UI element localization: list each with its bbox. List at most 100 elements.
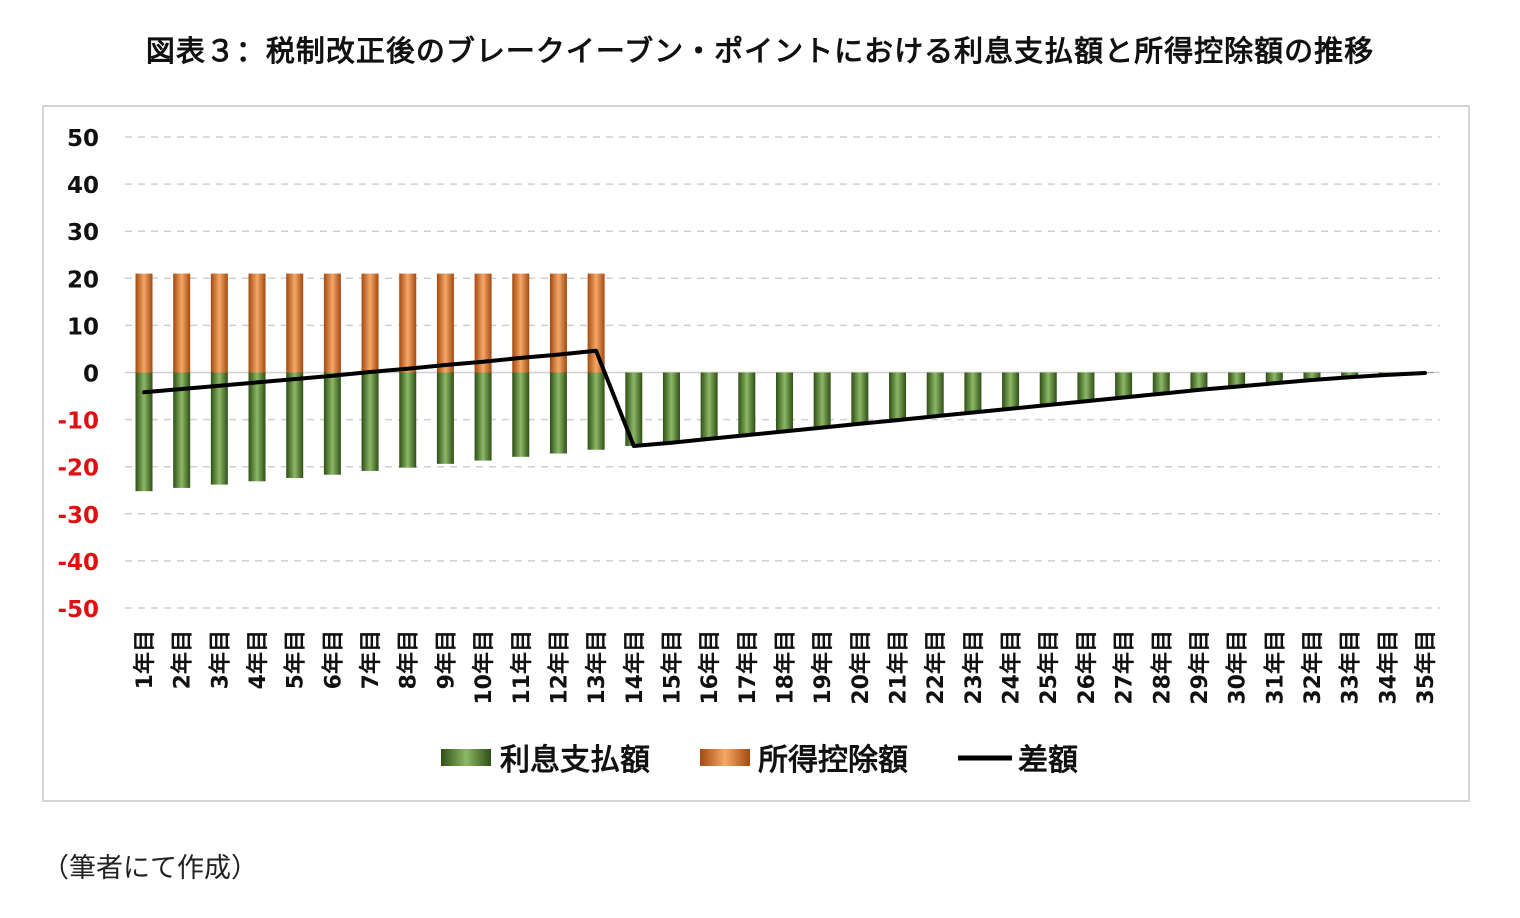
bar-interest — [135, 372, 153, 492]
bar-interest — [1190, 372, 1208, 390]
x-tick-label: 7年目 — [358, 630, 384, 689]
bar-interest — [1077, 372, 1095, 402]
x-tick-label: 9年目 — [433, 630, 459, 689]
y-tick-label: 40 — [67, 173, 99, 199]
bar-deduction — [512, 273, 530, 373]
y-tick-label: -40 — [57, 550, 99, 576]
bar-deduction — [474, 273, 492, 373]
bar-interest — [587, 372, 605, 450]
x-tick-label: 4年目 — [245, 630, 271, 689]
bar-deduction — [248, 273, 266, 373]
y-tick-label: -10 — [57, 409, 99, 435]
x-tick-label: 17年目 — [735, 630, 761, 705]
bar-interest — [549, 372, 567, 454]
bar-interest — [776, 372, 793, 432]
bar-deduction — [210, 273, 228, 373]
bar-interest — [1228, 372, 1246, 387]
y-tick-label: 20 — [67, 267, 99, 293]
legend-swatch-deduction — [700, 749, 750, 766]
bar-interest — [1303, 372, 1321, 381]
x-tick-label: 6年目 — [320, 630, 346, 689]
x-tick-label: 27年目 — [1112, 630, 1138, 705]
bar-interest — [474, 372, 492, 461]
x-tick-label: 13年目 — [584, 630, 610, 705]
y-tick-label: -20 — [57, 456, 99, 482]
y-tick-label: 30 — [67, 220, 99, 246]
x-tick-label: 18年目 — [773, 630, 799, 705]
x-tick-label: 24年目 — [999, 630, 1025, 705]
chart-frame — [42, 105, 1470, 802]
x-tick-label: 26年目 — [1074, 630, 1100, 705]
bar-deduction — [549, 273, 567, 373]
bar-interest — [964, 372, 982, 413]
y-tick-label: -50 — [57, 597, 99, 623]
x-tick-label: 32年目 — [1300, 630, 1326, 705]
bar-interest — [851, 372, 869, 424]
bar-interest — [436, 372, 454, 464]
bar-interest — [286, 372, 304, 479]
bar-deduction — [361, 273, 379, 373]
legend-swatch-interest — [441, 749, 491, 766]
bar-interest — [662, 372, 680, 443]
x-tick-label: 22年目 — [923, 630, 949, 705]
bar-interest — [813, 372, 831, 428]
x-tick-label: 23年目 — [961, 630, 987, 705]
x-tick-label: 20年目 — [848, 630, 874, 705]
x-tick-label: 31年目 — [1262, 630, 1288, 705]
bar-deduction — [135, 273, 153, 373]
bar-interest — [1265, 372, 1283, 384]
x-tick-label: 15年目 — [659, 630, 685, 705]
x-tick-label: 11年目 — [509, 630, 535, 705]
bar-interest — [1039, 372, 1057, 405]
x-tick-label: 33年目 — [1338, 630, 1364, 705]
x-tick-label: 2年目 — [170, 630, 196, 689]
x-tick-label: 35年目 — [1413, 630, 1439, 705]
bar-deduction — [286, 273, 304, 373]
bar-interest — [738, 372, 756, 436]
bar-interest — [1002, 372, 1020, 409]
bar-interest — [625, 372, 643, 446]
bar-deduction — [323, 273, 341, 373]
legend-label-interest: 利息支払額 — [500, 743, 650, 778]
x-tick-label: 21年目 — [886, 630, 912, 705]
bar-interest — [248, 372, 266, 482]
x-tick-label: 3年目 — [207, 630, 233, 689]
bar-interest — [1152, 372, 1170, 394]
bar-interest — [1115, 372, 1133, 398]
bar-deduction — [587, 273, 605, 373]
bar-interest — [700, 372, 718, 439]
chart-title: 図表３：税制改正後のブレークイーブン・ポイントにおける利息支払額と所得控除額の推… — [145, 34, 1375, 68]
x-tick-label: 10年目 — [471, 630, 497, 705]
line-difference — [142, 348, 1427, 448]
y-tick-label: 10 — [67, 314, 99, 340]
bar-interest — [173, 372, 191, 488]
bar-deduction — [399, 273, 417, 373]
y-tick-label: -30 — [57, 503, 99, 529]
x-tick-label: 14年目 — [622, 630, 648, 705]
bar-deduction — [436, 273, 454, 373]
bar-deduction — [173, 273, 191, 373]
x-tick-label: 8年目 — [396, 630, 422, 689]
y-tick-label: 50 — [67, 126, 99, 152]
bar-interest — [361, 372, 379, 471]
y-tick-label: 0 — [83, 362, 99, 388]
bar-interest — [889, 372, 907, 421]
x-tick-label: 19年目 — [810, 630, 836, 705]
x-tick-label: 12年目 — [546, 630, 572, 705]
bar-interest — [399, 372, 417, 468]
x-tick-label: 1年目 — [132, 630, 158, 689]
x-tick-label: 16年目 — [697, 630, 723, 705]
legend-label-difference: 差額 — [1018, 743, 1078, 778]
bar-interest — [1341, 372, 1359, 378]
bar-interest — [512, 372, 530, 457]
x-tick-label: 5年目 — [283, 630, 309, 689]
bar-interest — [323, 372, 341, 475]
source-note: （筆者にて作成） — [42, 853, 258, 884]
x-tick-label: 28年目 — [1149, 630, 1175, 705]
x-tick-label: 34年目 — [1375, 630, 1401, 705]
x-tick-label: 25年目 — [1036, 630, 1062, 705]
x-tick-label: 30年目 — [1225, 630, 1251, 705]
bar-interest — [210, 372, 228, 485]
bar-interest — [926, 372, 944, 417]
